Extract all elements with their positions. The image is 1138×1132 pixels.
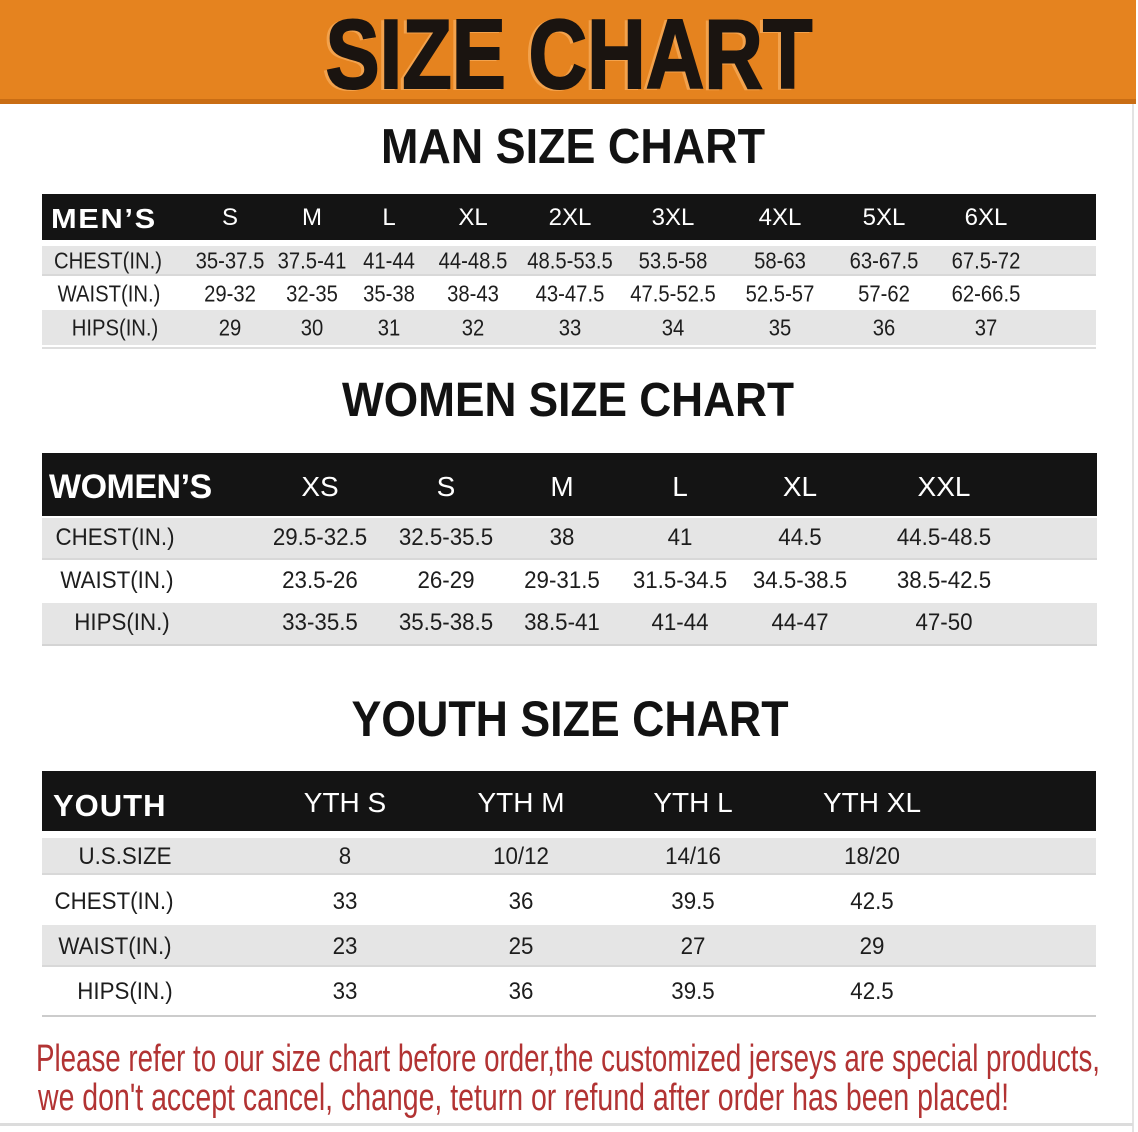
svg-text:WOMEN SIZE CHART: WOMEN SIZE CHART [342,374,794,427]
svg-text:YOUTH SIZE CHART: YOUTH SIZE CHART [352,691,789,747]
svg-text:we don't accept cancel, change: we don't accept cancel, change, teturn o… [37,1077,1009,1119]
svg-text:Please refer to our size chart: Please refer to our size chart before or… [36,1038,1100,1080]
svg-text:SIZE CHART: SIZE CHART [326,0,813,109]
svg-text:SIZE CHART: SIZE CHART [323,0,810,110]
svg-text:MAN SIZE CHART: MAN SIZE CHART [381,120,765,174]
